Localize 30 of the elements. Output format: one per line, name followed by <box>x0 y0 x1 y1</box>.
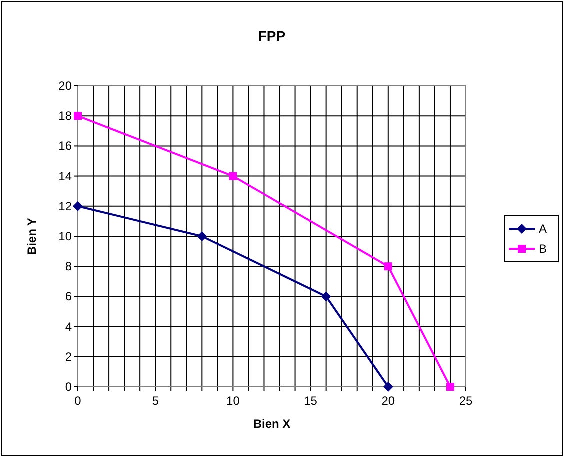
legend-label: B <box>539 242 548 256</box>
y-tick-label: 10 <box>58 230 72 244</box>
y-tick-label: 6 <box>65 290 72 304</box>
point <box>73 201 83 212</box>
point <box>197 232 208 242</box>
x-tick-label: 10 <box>226 394 240 408</box>
y-tick-label: 2 <box>65 350 72 364</box>
chart-title: FPP <box>258 28 286 44</box>
x-axis-title: Bien X <box>253 417 291 431</box>
y-tick-label: 12 <box>58 199 72 214</box>
x-tick-label: 20 <box>382 394 396 408</box>
y-tick-label: 0 <box>65 380 72 394</box>
point <box>384 262 392 271</box>
x-tick-label: 0 <box>74 394 82 408</box>
x-tick-label: 25 <box>459 394 473 408</box>
point <box>446 383 454 391</box>
y-tick-label: 18 <box>58 109 72 124</box>
y-tick-label: 4 <box>65 320 72 334</box>
y-tick-label: 8 <box>65 260 72 274</box>
point <box>383 382 394 392</box>
y-axis-title: Bien Y <box>25 218 39 256</box>
x-tick-label: 5 <box>152 394 160 408</box>
y-tick-label: 16 <box>58 139 72 154</box>
point <box>229 172 238 180</box>
y-tick-label: 14 <box>58 169 72 184</box>
x-tick-label: 15 <box>304 394 318 408</box>
y-tick-label: 20 <box>58 79 72 93</box>
point <box>321 292 332 302</box>
legend-label: A <box>539 222 548 236</box>
point <box>74 112 82 120</box>
